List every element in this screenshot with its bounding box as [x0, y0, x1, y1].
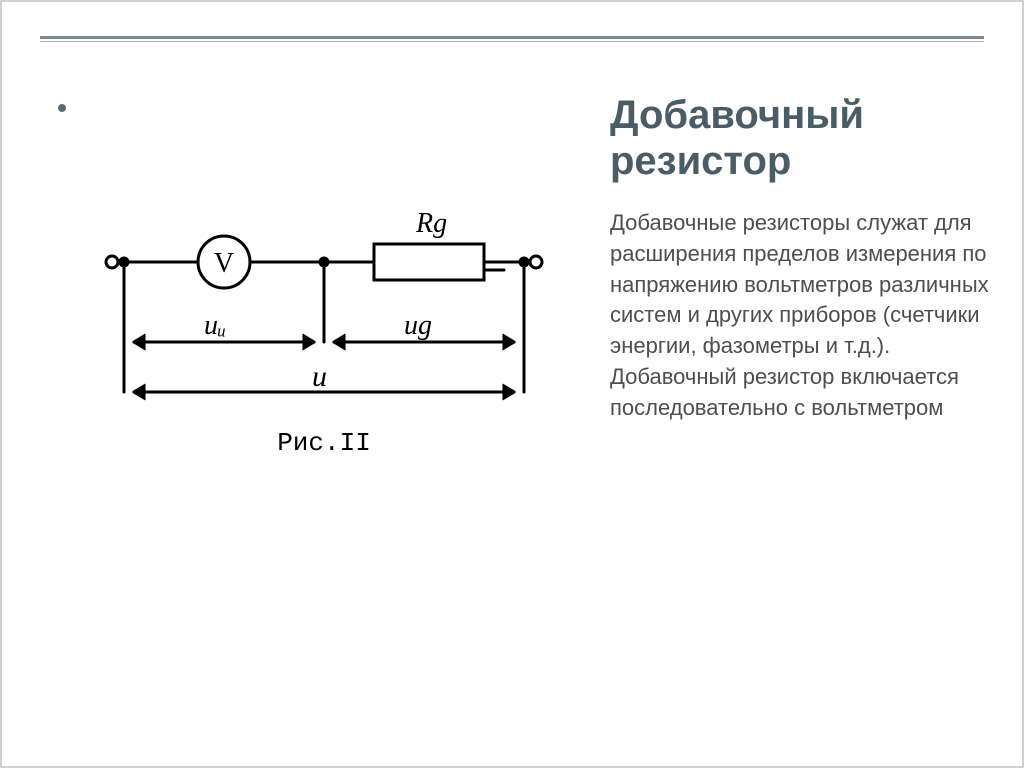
left-terminal — [106, 256, 118, 268]
u-total-label: u — [312, 360, 327, 393]
body-text: Добавочные резисторы служат для расширен… — [610, 208, 990, 424]
circuit-diagram: V Rg uᵤ ug u Рис.II — [94, 192, 554, 492]
bullet-icon — [58, 104, 66, 112]
u-resistor-label: ug — [404, 310, 432, 341]
resistor-label: Rg — [415, 208, 447, 239]
u-voltmeter-label: uᵤ — [204, 310, 226, 341]
node-left — [120, 258, 128, 266]
top-rule — [40, 36, 984, 42]
slide-title: Добавочный резистор — [610, 92, 990, 184]
voltmeter-label: V — [214, 248, 234, 279]
right-terminal — [530, 256, 542, 268]
figure-caption: Рис.II — [277, 428, 371, 458]
resistor — [374, 244, 484, 280]
node-right — [520, 258, 528, 266]
